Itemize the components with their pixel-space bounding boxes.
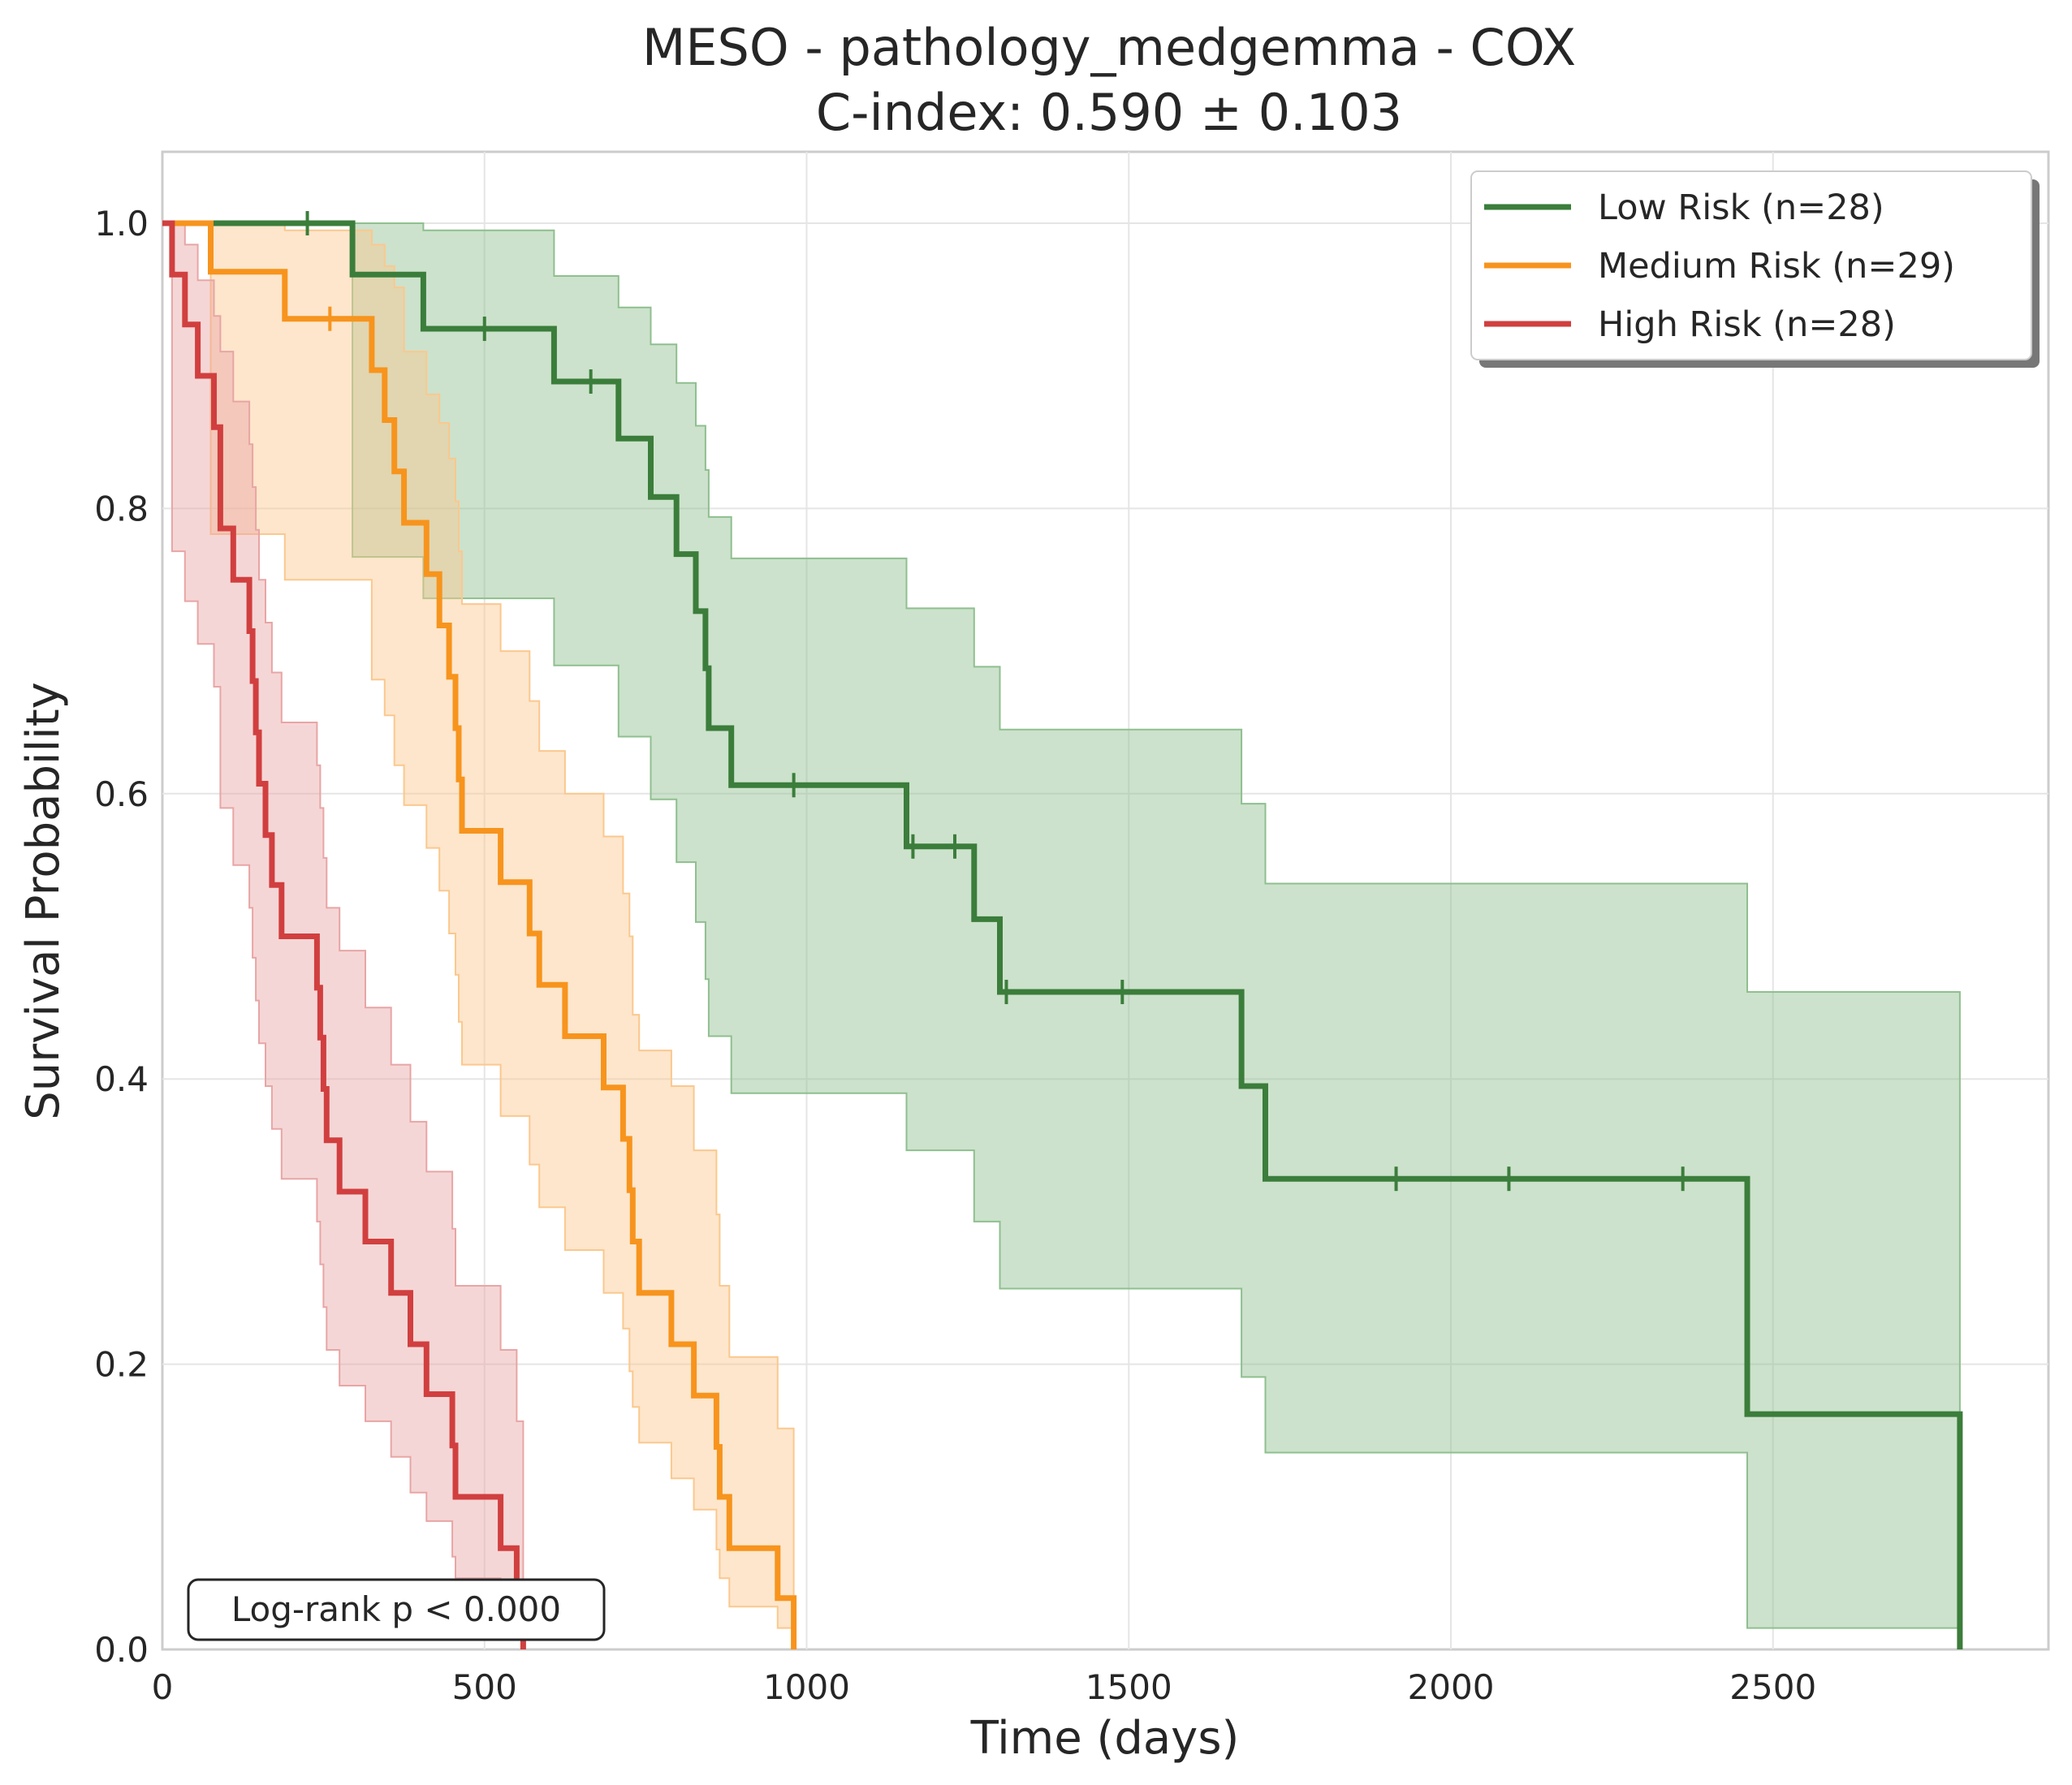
x-tick-label: 2500 [1729,1667,1816,1707]
y-tick-label: 0.4 [94,1059,149,1099]
y-tick-label: 0.8 [94,489,149,528]
legend-label: Low Risk (n=28) [1598,188,1884,228]
annotation-box [187,1578,606,1641]
legend-box [1470,170,2032,360]
x-tick-label: 500 [452,1667,517,1707]
grid-lines [162,152,2048,1649]
y-tick-label: 0.6 [94,774,149,814]
survival-curve-0 [162,220,1963,1649]
y-tick-label: 1.0 [94,204,149,244]
censor-marks [305,211,1685,1192]
x-tick-label: 0 [152,1667,174,1707]
x-tick-label: 2000 [1408,1667,1495,1707]
legend-items: Low Risk (n=28) Medium Risk (n=29) High Ri… [1484,188,1955,345]
survival-curve-1 [162,220,797,1649]
chart-title: MESO - pathology_medgemma - COX [642,18,1576,77]
x-tick-label: 1500 [1086,1667,1172,1707]
chart-subtitle: C-index: 0.590 ± 0.103 [816,83,1402,142]
plot-area [161,150,2050,1651]
x-tick-label: 1000 [763,1667,850,1707]
y-axis-label: Survival Probability [17,682,70,1120]
y-tick-label: 0.0 [94,1630,149,1670]
survival-curves [162,220,1963,1649]
annotation-text: Log-rank p < 0.000 [231,1589,561,1629]
x-axis-label: Time (days) [970,1712,1240,1765]
legend-label: Medium Risk (n=29) [1598,246,1955,287]
legend: Low Risk (n=28) Medium Risk (n=29) High Ri… [1470,170,2040,368]
y-tick-label: 0.2 [94,1345,149,1385]
tick-labels: 0 500 1000 1500 2000 2500 0.0 0.2 0.4 0.6 0.8 1.0 [94,204,1816,1707]
confidence-bands [162,222,1961,1649]
survival-curve-2 [162,220,526,1649]
legend-label: High Risk (n=28) [1598,304,1896,345]
logrank-annotation: Log-rank p < 0.000 [187,1578,606,1641]
